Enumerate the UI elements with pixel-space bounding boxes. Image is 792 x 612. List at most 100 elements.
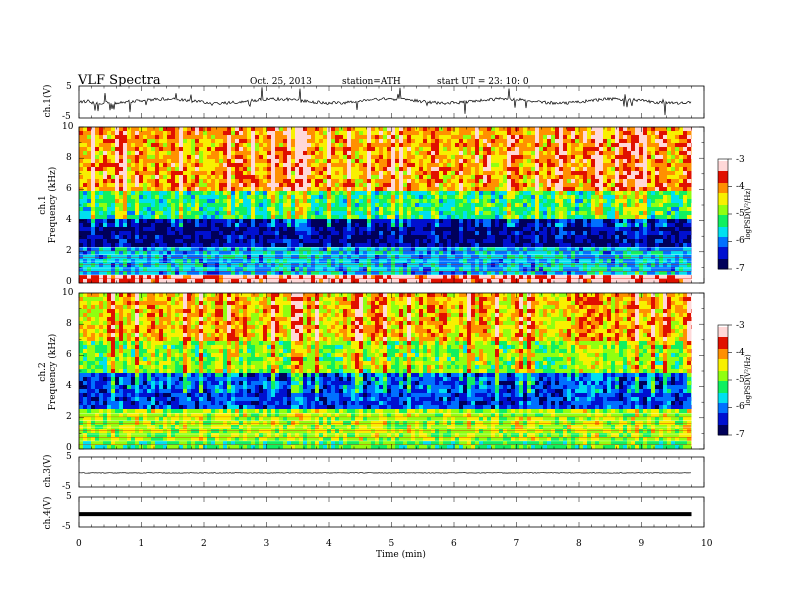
spectrogram-cell	[503, 163, 507, 167]
spectrogram-cell	[559, 143, 563, 147]
spectrogram-cell	[443, 211, 447, 215]
spectrogram-cell	[459, 183, 463, 187]
spectrogram-cell	[79, 175, 83, 179]
spectrogram-cell	[259, 155, 263, 159]
spectrogram-cell	[579, 135, 583, 139]
spectrogram-cell	[179, 143, 183, 147]
spectrogram-cell	[575, 199, 579, 203]
spectrogram-cell	[331, 219, 335, 223]
spectrogram-cell	[107, 251, 111, 255]
spectrogram-cell	[159, 175, 163, 179]
spectrogram-cell	[135, 263, 139, 267]
spectrogram-cell	[423, 143, 427, 147]
spectrogram-cell	[455, 223, 459, 227]
spectrogram-cell	[131, 159, 135, 163]
spectrogram-cell	[515, 147, 519, 151]
spectrogram-cell	[367, 151, 371, 155]
spectrogram-cell	[327, 251, 331, 255]
spectrogram-cell	[515, 267, 519, 271]
spectrogram-cell	[571, 195, 575, 199]
spectrogram-cell	[455, 271, 459, 275]
spectrogram-cell	[311, 159, 315, 163]
spectrogram-cell	[579, 131, 583, 135]
spectrogram-cell	[323, 275, 327, 279]
spectrogram-cell	[455, 267, 459, 271]
spectrogram-cell	[415, 219, 419, 223]
spectrogram-cell	[95, 251, 99, 255]
spectrogram-cell	[475, 243, 479, 247]
spectrogram-cell	[311, 203, 315, 207]
spectrogram-cell	[315, 211, 319, 215]
spectrogram-cell	[515, 263, 519, 267]
spectrogram-cell	[407, 175, 411, 179]
spectrogram-cell	[271, 263, 275, 267]
spectrogram-cell	[363, 215, 367, 219]
spectrogram-cell	[171, 143, 175, 147]
spectrogram-cell	[111, 239, 115, 243]
spectrogram-cell	[427, 163, 431, 167]
spectrogram-cell	[343, 215, 347, 219]
spectrogram-cell	[303, 143, 307, 147]
spectrogram-cell	[575, 227, 579, 231]
spectrogram-cell	[555, 223, 559, 227]
spectrogram-cell	[83, 255, 87, 259]
spectrogram-cell	[107, 235, 111, 239]
spectrogram-cell	[167, 199, 171, 203]
spectrogram-cell	[411, 147, 415, 151]
spectrogram-cell	[331, 191, 335, 195]
spectrogram-cell	[287, 207, 291, 211]
spectrogram-cell	[311, 199, 315, 203]
spectrogram-cell	[399, 227, 403, 231]
spectrogram-cell	[551, 215, 555, 219]
spectrogram-cell	[267, 147, 271, 151]
spectrogram-cell	[231, 255, 235, 259]
spectrogram-cell	[355, 155, 359, 159]
spectrogram-cell	[219, 143, 223, 147]
spectrogram-cell	[283, 275, 287, 279]
spectrogram-cell	[423, 159, 427, 163]
spectrogram-cell	[471, 279, 475, 283]
spectrogram-cell	[187, 239, 191, 243]
spectrogram-cell	[163, 139, 167, 143]
spectrogram-cell	[227, 243, 231, 247]
spectrogram-cell	[223, 203, 227, 207]
spectrogram-cell	[487, 211, 491, 215]
spectrogram-cell	[247, 271, 251, 275]
spectrogram-cell	[119, 203, 123, 207]
spectrogram-cell	[339, 163, 343, 167]
spectrogram-cell	[531, 131, 535, 135]
spectrogram-cell	[307, 239, 311, 243]
spectrogram-cell	[435, 275, 439, 279]
spectrogram-cell	[427, 247, 431, 251]
spectrogram-cell	[403, 271, 407, 275]
spectrogram-cell	[215, 187, 219, 191]
spectrogram-cell	[223, 239, 227, 243]
spectrogram-cell	[159, 199, 163, 203]
spectrogram-cell	[159, 279, 163, 283]
spectrogram-cell	[435, 255, 439, 259]
spectrogram-cell	[455, 127, 459, 131]
spectrogram-cell	[527, 219, 531, 223]
spectrogram-cell	[499, 127, 503, 131]
spectrogram-cell	[483, 191, 487, 195]
spectrogram-cell	[191, 271, 195, 275]
spectrogram-cell	[287, 155, 291, 159]
spectrogram-cell	[435, 271, 439, 275]
spectrogram-cell	[523, 279, 527, 283]
spectrogram-cell	[515, 199, 519, 203]
spectrogram-cell	[431, 143, 435, 147]
spectrogram-cell	[191, 227, 195, 231]
spectrogram-cell	[407, 199, 411, 203]
spectrogram-cell	[343, 147, 347, 151]
spectrogram-cell	[483, 163, 487, 167]
spectrogram-cell	[559, 243, 563, 247]
spectrogram-cell	[575, 263, 579, 267]
spectrogram-cell	[231, 159, 235, 163]
spectrogram-cell	[339, 243, 343, 247]
spectrogram-cell	[543, 139, 547, 143]
spectrogram-cell	[151, 163, 155, 167]
spectrogram-cell	[307, 135, 311, 139]
spectrogram-cell	[323, 203, 327, 207]
spectrogram-cell	[175, 135, 179, 139]
spectrogram-cell	[107, 151, 111, 155]
